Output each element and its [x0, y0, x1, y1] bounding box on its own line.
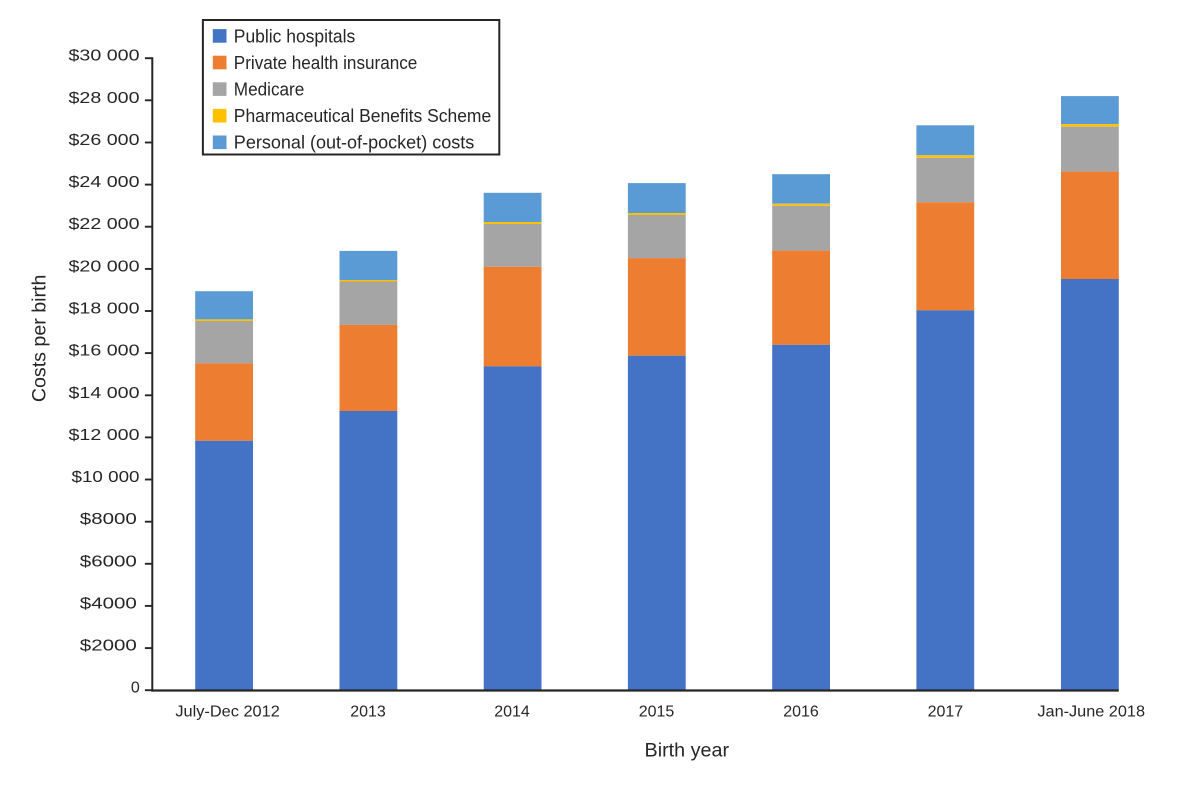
svg-text:$14 000: $14 000	[69, 385, 140, 402]
svg-text:$26 000: $26 000	[69, 132, 140, 149]
svg-text:Private health insurance: Private health insurance	[234, 53, 417, 73]
svg-text:$12 000: $12 000	[69, 427, 140, 444]
svg-text:$16 000: $16 000	[69, 343, 140, 360]
svg-text:$6000: $6000	[80, 553, 137, 570]
svg-text:2014: 2014	[494, 704, 530, 721]
svg-text:$22 000: $22 000	[69, 216, 140, 233]
svg-text:0: 0	[131, 680, 140, 697]
svg-text:July-Dec 2012: July-Dec 2012	[175, 704, 280, 721]
svg-text:$10 000: $10 000	[72, 469, 140, 486]
svg-text:$20 000: $20 000	[69, 258, 140, 275]
svg-text:$28 000: $28 000	[69, 90, 140, 107]
svg-text:$4000: $4000	[80, 595, 137, 612]
svg-text:Personal (out-of-pocket) costs: Personal (out-of-pocket) costs	[234, 133, 474, 153]
svg-text:$2000: $2000	[80, 638, 137, 655]
svg-text:Medicare: Medicare	[234, 80, 304, 100]
svg-text:$24 000: $24 000	[69, 174, 140, 191]
svg-text:$30 000: $30 000	[69, 48, 140, 65]
svg-text:$8000: $8000	[80, 511, 137, 528]
svg-text:Pharmaceutical Benefits Scheme: Pharmaceutical Benefits Scheme	[234, 106, 491, 126]
svg-text:Public hospitals: Public hospitals	[234, 26, 355, 46]
svg-text:Costs per birth: Costs per birth	[30, 275, 51, 403]
svg-text:2016: 2016	[783, 704, 819, 721]
svg-text:2015: 2015	[639, 704, 675, 721]
svg-text:Jan-June 2018: Jan-June 2018	[1037, 704, 1145, 721]
svg-text:2017: 2017	[928, 704, 964, 721]
svg-text:$18 000: $18 000	[69, 301, 140, 318]
svg-text:2013: 2013	[350, 704, 386, 721]
svg-text:Birth year: Birth year	[645, 741, 730, 762]
